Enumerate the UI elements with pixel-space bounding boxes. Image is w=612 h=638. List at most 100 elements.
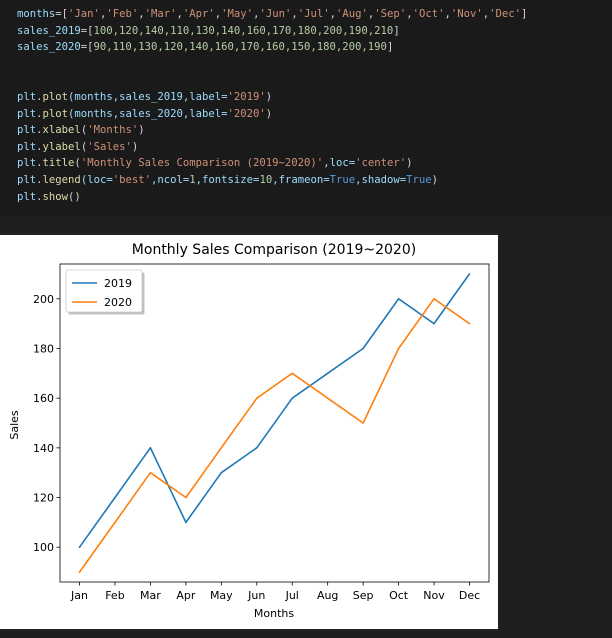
code-token: 'Apr'	[182, 8, 215, 20]
data-point-2019	[185, 521, 187, 524]
code-cell[interactable]: months=['Jan','Feb','Mar','Apr','May','J…	[0, 0, 612, 216]
code-line: plt.legend(loc='best',ncol=1,fontsize=10…	[17, 172, 438, 188]
data-point-2019	[397, 297, 400, 300]
code-token: legend	[42, 174, 81, 186]
y-tick-label: 100	[33, 541, 54, 554]
code-token: ,	[138, 8, 145, 20]
code-token: ,	[176, 8, 183, 20]
data-point-2019	[114, 496, 116, 499]
code-token: plt	[17, 157, 37, 170]
code-token: title	[42, 157, 75, 170]
code-token: ,frameon=	[272, 174, 330, 186]
code-token: ,loc=	[323, 157, 356, 170]
x-tick-label: Aug	[317, 589, 338, 602]
y-tick-label: 160	[33, 392, 54, 405]
code-token: )	[138, 124, 145, 137]
code-token: (	[80, 140, 88, 153]
code-token: ]	[393, 24, 400, 37]
code-token: (loc=	[80, 174, 113, 186]
code-line: plt.show()	[17, 189, 81, 205]
output-area: Monthly Sales Comparison (2019~2020) Mon…	[0, 235, 498, 629]
code-token: sales_2020	[17, 41, 81, 54]
code-line: plt.plot(months,sales_2020,label='2020')	[17, 106, 272, 122]
data-point-2019	[468, 273, 471, 275]
data-point-2019	[433, 322, 435, 325]
code-token: True	[329, 174, 356, 186]
data-point-2020	[220, 447, 223, 449]
legend-label: 2020	[104, 296, 132, 309]
code-token: 'Dec'	[489, 8, 522, 20]
data-point-2020	[326, 397, 329, 399]
x-tick-label: Feb	[105, 589, 124, 602]
data-point-2020	[114, 521, 116, 524]
code-token: 100,120,140,110,130,140,160,170,180,200,…	[93, 24, 394, 37]
data-point-2019	[220, 471, 223, 474]
data-point-2020	[185, 496, 187, 499]
code-line: plt.plot(months,sales_2019,label='2019')	[17, 89, 272, 105]
code-token: )	[265, 91, 273, 103]
code-line: sales_2019=[100,120,140,110,130,140,160,…	[17, 23, 400, 39]
code-line: plt.xlabel('Months')	[17, 122, 145, 138]
code-token: .	[36, 190, 43, 203]
data-point-2020	[149, 471, 152, 474]
code-token: plt	[17, 107, 37, 120]
code-line: plt.ylabel('Sales')	[17, 139, 138, 155]
code-token: .	[36, 107, 43, 120]
code-token: plot	[42, 91, 69, 103]
code-token: plt	[17, 190, 37, 203]
code-token: =[	[55, 8, 69, 20]
code-token: ,	[214, 8, 222, 20]
x-tick-label: Nov	[423, 589, 445, 602]
data-point-2020	[468, 322, 471, 325]
series-line-2019	[78, 273, 471, 548]
x-tick-label: Dec	[459, 589, 480, 602]
code-token: .	[36, 124, 43, 137]
x-tick-label: Jan	[70, 589, 88, 602]
data-point-2019	[78, 546, 81, 549]
code-token: ,	[482, 8, 490, 20]
code-token: (	[80, 124, 88, 137]
code-token: =[	[80, 41, 94, 54]
line-chart: Monthly Sales Comparison (2019~2020) Mon…	[8, 242, 490, 620]
code-token: =[	[80, 24, 94, 37]
code-token: sales_2019	[17, 24, 81, 37]
y-axis-label: Sales	[8, 410, 21, 440]
code-line: sales_2020=[90,110,130,120,140,160,170,1…	[17, 39, 393, 55]
code-token: 90,110,130,120,140,160,170,160,150,180,2…	[93, 41, 387, 54]
x-tick-label: Oct	[389, 589, 409, 602]
data-point-2020	[362, 422, 364, 424]
code-token: )	[265, 107, 273, 120]
code-token: 'Aug'	[336, 8, 368, 20]
data-point-2020	[397, 347, 400, 350]
data-point-2020	[433, 297, 435, 300]
code-token: '2020'	[227, 107, 266, 120]
code-token: ,	[291, 8, 298, 20]
code-token: plot	[42, 107, 69, 120]
code-token: True	[406, 174, 432, 186]
code-token: plt	[17, 140, 37, 153]
code-token: )	[131, 140, 139, 153]
code-token: .	[36, 91, 43, 103]
data-point-2020	[291, 372, 294, 375]
code-token: 'Jul'	[297, 8, 330, 20]
legend-label: 2019	[104, 277, 132, 290]
code-token: 'best'	[112, 174, 151, 186]
code-token: 'center'	[355, 157, 407, 170]
code-token: plt	[17, 174, 37, 186]
chart-title: Monthly Sales Comparison (2019~2020)	[132, 242, 416, 258]
code-token: ,shadow=	[355, 174, 407, 186]
code-token: 'Feb'	[106, 8, 139, 20]
x-axis-label: Months	[254, 607, 294, 620]
code-token: 'Nov'	[450, 8, 483, 20]
x-tick-label: May	[210, 589, 233, 602]
x-tick-label: Apr	[176, 589, 196, 602]
code-token: ,	[444, 8, 451, 20]
x-tick-label: Jul	[285, 589, 299, 602]
code-token: 'Jan'	[68, 8, 100, 20]
data-point-2019	[255, 447, 258, 449]
y-tick-label: 140	[33, 442, 54, 455]
code-token: xlabel	[42, 124, 81, 137]
code-token: (	[74, 157, 81, 170]
code-token: 'Months'	[87, 124, 139, 137]
code-token: 'Mar'	[144, 8, 177, 20]
